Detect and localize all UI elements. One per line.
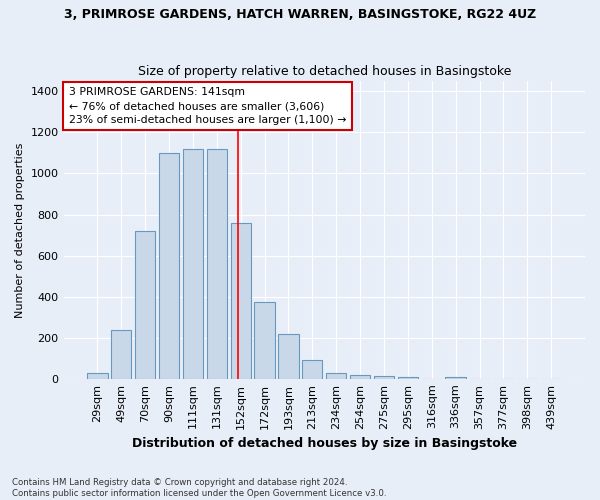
- Bar: [111, 330, 131, 379]
- Bar: [230, 222, 251, 379]
- Bar: [206, 149, 227, 379]
- X-axis label: Distribution of detached houses by size in Basingstoke: Distribution of detached houses by size …: [132, 437, 517, 450]
- Bar: [135, 231, 155, 379]
- Bar: [278, 334, 299, 379]
- Text: Contains HM Land Registry data © Crown copyright and database right 2024.
Contai: Contains HM Land Registry data © Crown c…: [12, 478, 386, 498]
- Bar: [326, 372, 346, 379]
- Text: 3 PRIMROSE GARDENS: 141sqm
← 76% of detached houses are smaller (3,606)
23% of s: 3 PRIMROSE GARDENS: 141sqm ← 76% of deta…: [69, 87, 346, 125]
- Bar: [374, 376, 394, 379]
- Title: Size of property relative to detached houses in Basingstoke: Size of property relative to detached ho…: [137, 66, 511, 78]
- Y-axis label: Number of detached properties: Number of detached properties: [15, 142, 25, 318]
- Bar: [254, 302, 275, 379]
- Bar: [445, 377, 466, 379]
- Bar: [302, 360, 322, 379]
- Bar: [159, 153, 179, 379]
- Bar: [87, 372, 107, 379]
- Bar: [398, 377, 418, 379]
- Bar: [183, 149, 203, 379]
- Bar: [350, 374, 370, 379]
- Text: 3, PRIMROSE GARDENS, HATCH WARREN, BASINGSTOKE, RG22 4UZ: 3, PRIMROSE GARDENS, HATCH WARREN, BASIN…: [64, 8, 536, 20]
